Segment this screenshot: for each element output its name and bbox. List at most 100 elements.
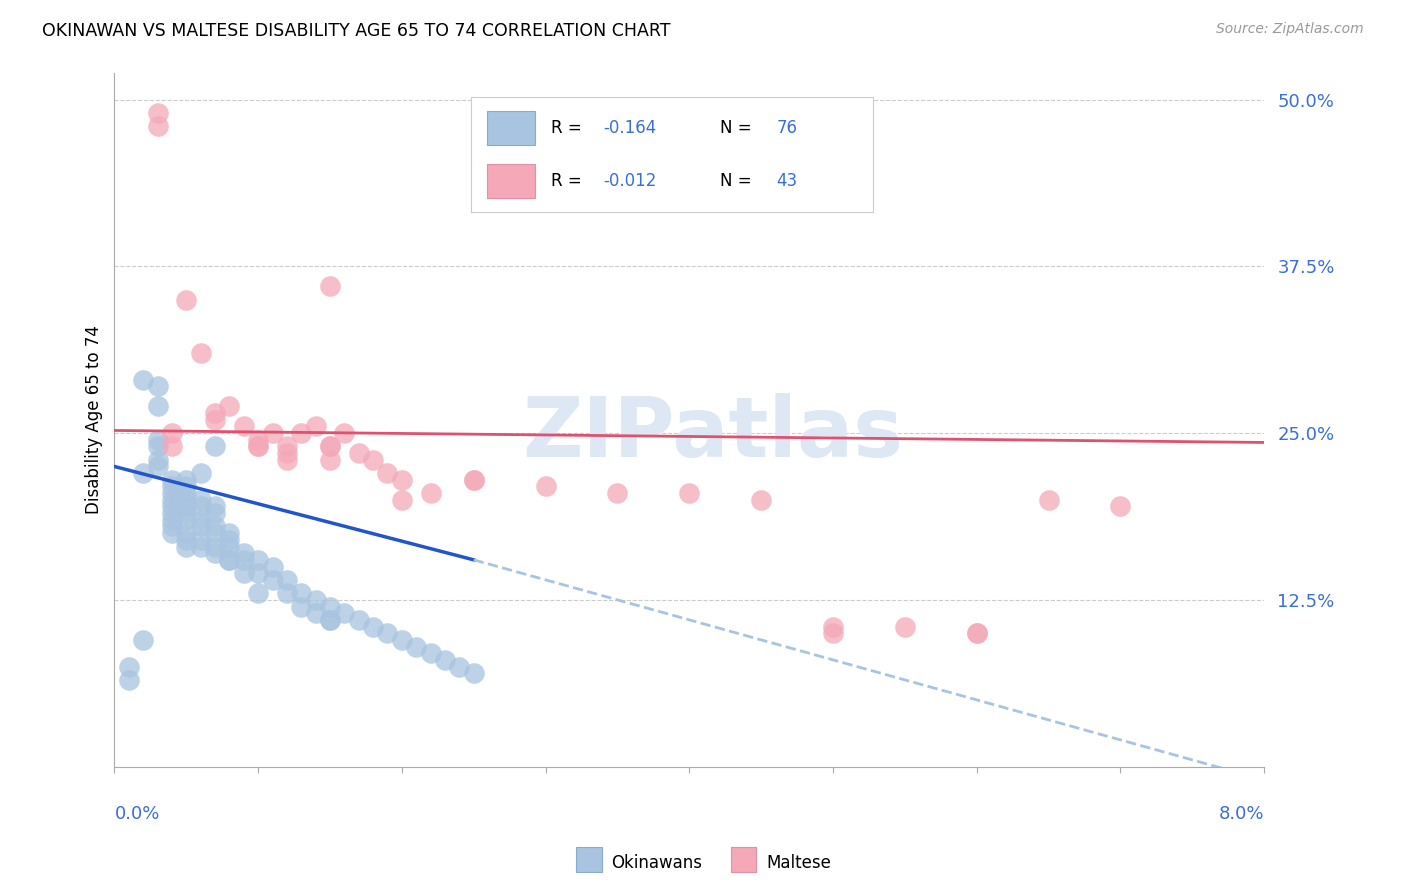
Point (391, 473, 413, 487)
Point (347, 446, 370, 460)
Point (174, 479, 197, 493)
Text: Maltese: Maltese (766, 855, 831, 872)
Point (304, 592, 326, 607)
Point (276, 452, 298, 467)
Point (218, 533, 240, 547)
Point (319, 279, 342, 293)
Point (218, 553, 240, 567)
Point (132, 632, 155, 647)
Point (118, 673, 141, 687)
Point (190, 519, 212, 533)
Point (247, 440, 270, 454)
Point (290, 599, 312, 614)
Point (276, 573, 298, 587)
Point (419, 646, 441, 660)
Point (160, 479, 183, 493)
Point (204, 500, 226, 514)
Point (232, 546, 254, 560)
Point (204, 440, 226, 454)
Point (678, 486, 700, 500)
Point (190, 513, 212, 527)
Point (218, 540, 240, 554)
Point (160, 526, 183, 541)
Point (377, 466, 399, 480)
Point (232, 553, 254, 567)
Point (204, 519, 226, 533)
Point (333, 426, 356, 441)
Point (1109, 500, 1132, 514)
Point (132, 466, 155, 480)
Point (146, 106, 169, 120)
Point (319, 613, 342, 627)
Point (190, 500, 212, 514)
Point (319, 599, 342, 614)
Point (966, 626, 988, 640)
Point (433, 653, 456, 667)
Point (333, 606, 356, 620)
Point (419, 486, 441, 500)
Text: ZIPatlas: ZIPatlas (522, 393, 903, 475)
Point (276, 446, 298, 460)
Point (749, 492, 772, 507)
Point (276, 440, 298, 454)
Point (391, 492, 413, 507)
Point (247, 553, 270, 567)
Point (247, 440, 270, 454)
Point (146, 120, 169, 134)
Point (190, 540, 212, 554)
Point (247, 433, 270, 447)
Text: Source: ZipAtlas.com: Source: ZipAtlas.com (1216, 22, 1364, 37)
Point (218, 400, 240, 414)
Point (146, 379, 169, 393)
Point (132, 373, 155, 387)
Point (146, 400, 169, 414)
Point (118, 659, 141, 673)
Point (405, 640, 427, 654)
Point (174, 492, 197, 507)
Point (146, 440, 169, 454)
Point (304, 419, 326, 434)
Point (218, 526, 240, 541)
Point (174, 500, 197, 514)
Point (377, 626, 399, 640)
Point (190, 533, 212, 547)
Point (174, 486, 197, 500)
Point (204, 540, 226, 554)
Point (174, 540, 197, 554)
Point (463, 473, 485, 487)
Point (534, 479, 557, 493)
Point (232, 419, 254, 434)
Text: 0.0%: 0.0% (114, 805, 160, 823)
Point (146, 433, 169, 447)
Y-axis label: Disability Age 65 to 74: Disability Age 65 to 74 (86, 326, 103, 514)
Point (160, 486, 183, 500)
Point (174, 533, 197, 547)
Point (190, 492, 212, 507)
Point (821, 619, 844, 633)
Point (262, 559, 284, 574)
Point (204, 413, 226, 427)
Point (463, 666, 485, 681)
Point (190, 346, 212, 360)
Point (894, 619, 917, 633)
Point (160, 519, 183, 533)
Point (218, 553, 240, 567)
Point (160, 440, 183, 454)
Point (347, 613, 370, 627)
Point (1038, 492, 1060, 507)
Point (160, 500, 183, 514)
Point (174, 473, 197, 487)
Point (160, 426, 183, 441)
Point (247, 586, 270, 600)
Point (966, 626, 988, 640)
Text: Okinawans: Okinawans (612, 855, 703, 872)
Point (160, 473, 183, 487)
Point (319, 440, 342, 454)
Point (174, 293, 197, 307)
Point (160, 492, 183, 507)
Point (391, 632, 413, 647)
Point (361, 619, 384, 633)
Point (146, 452, 169, 467)
Point (821, 626, 844, 640)
Point (146, 459, 169, 474)
